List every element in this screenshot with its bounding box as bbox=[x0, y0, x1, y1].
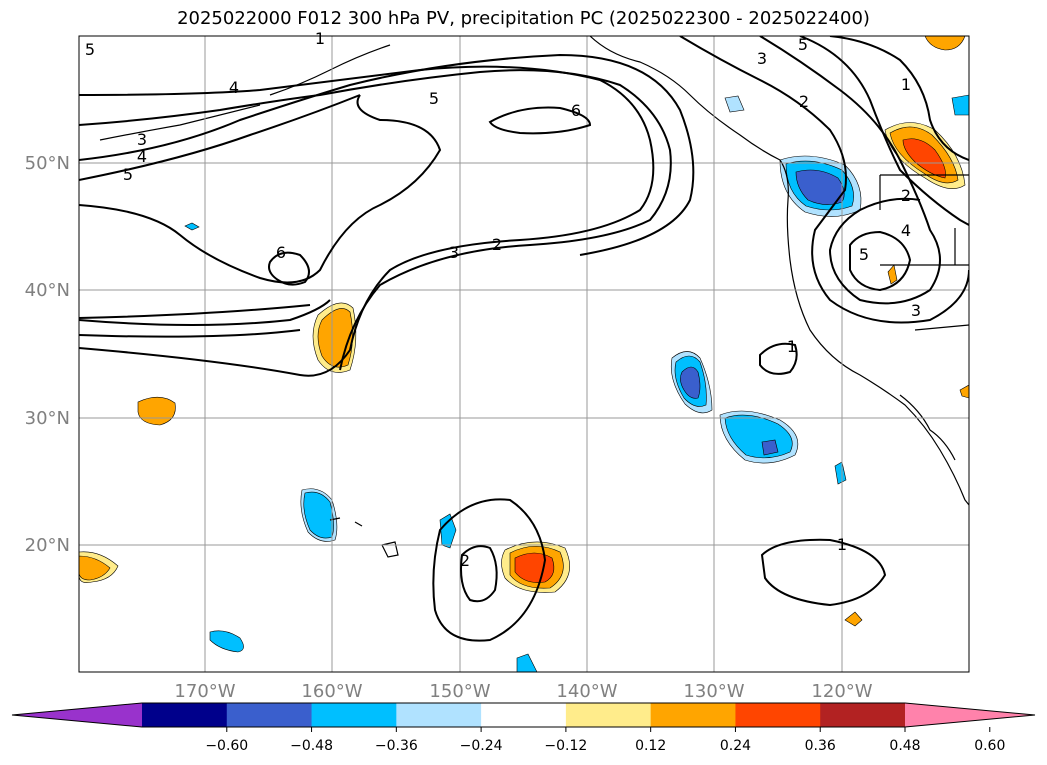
colorbar-tick-label: 0.48 bbox=[889, 738, 920, 754]
latitude-labels: 50°N 40°N 30°N 20°N bbox=[25, 153, 70, 556]
colorbar-segment bbox=[142, 703, 228, 727]
lat-label-40n: 40°N bbox=[25, 280, 70, 301]
map-frame bbox=[78, 35, 970, 673]
precip-patch-positive bbox=[79, 555, 111, 581]
contour-label: 4 bbox=[137, 147, 147, 166]
colorbar-tick-label: 0.12 bbox=[635, 738, 666, 754]
lon-label-160w: 160°W bbox=[301, 681, 362, 702]
graticule bbox=[79, 36, 969, 672]
contour-label: 1 bbox=[901, 75, 911, 94]
colorbar: −0.60 −0.48 −0.36 −0.24 −0.12 0.12 0.24 0.36 0.4… bbox=[11, 702, 1036, 754]
contour-label: 6 bbox=[276, 243, 286, 262]
contour-label-group: 5 4 3 1 5 6 5 4 3 6 3 2 5 3 2 1 2 4 5 3 … bbox=[85, 29, 921, 570]
precip-patch-negative bbox=[209, 630, 244, 653]
colorbar-tick-label: 0.24 bbox=[720, 738, 751, 754]
colorbar-tick-label: −0.60 bbox=[205, 738, 248, 754]
coastlines bbox=[99, 36, 969, 558]
contour-label: 5 bbox=[859, 245, 869, 264]
colorbar-tick-label: 0.60 bbox=[974, 738, 1005, 754]
colorbar-segment bbox=[226, 703, 313, 727]
contour-label: 4 bbox=[229, 78, 239, 97]
precip-patch-positive bbox=[844, 611, 863, 627]
contour-label: 3 bbox=[911, 301, 921, 320]
longitude-labels: 170°W 160°W 150°W 140°W 130°W 120°W bbox=[174, 681, 872, 702]
precip-patch-positive bbox=[924, 36, 966, 51]
colorbar-segment bbox=[396, 703, 482, 727]
colorbar-tick-label: −0.24 bbox=[460, 738, 503, 754]
contour-label: 2 bbox=[901, 186, 911, 205]
contour-label: 2 bbox=[799, 92, 809, 111]
contour-label: 5 bbox=[798, 35, 808, 54]
precip-patch-positive bbox=[887, 264, 898, 285]
contour-label: 1 bbox=[787, 337, 797, 356]
lat-label-50n: 50°N bbox=[25, 153, 70, 174]
precip-patch-negative bbox=[184, 222, 200, 231]
contour-label: 1 bbox=[837, 535, 847, 554]
contour-label: 2 bbox=[492, 235, 502, 254]
contour-label: 3 bbox=[449, 243, 459, 262]
colorbar-segment bbox=[311, 703, 397, 727]
colorbar-tick-label: −0.36 bbox=[375, 738, 418, 754]
contour-label: 5 bbox=[85, 40, 95, 59]
contour-label: 4 bbox=[901, 221, 911, 240]
precip-patch-negative bbox=[951, 94, 969, 116]
lon-label-140w: 140°W bbox=[556, 681, 617, 702]
precip-patch-negative bbox=[761, 439, 779, 456]
map-title: 2025022000 F012 300 hPa PV, precipitatio… bbox=[177, 8, 870, 29]
precip-patch-positive bbox=[959, 384, 969, 399]
colorbar-segment bbox=[481, 703, 567, 727]
lat-label-20n: 20°N bbox=[25, 535, 70, 556]
contour-label: 6 bbox=[571, 101, 581, 120]
colorbar-segment bbox=[735, 703, 821, 727]
colorbar-tick-label: −0.12 bbox=[544, 738, 587, 754]
colorbar-segment bbox=[820, 703, 906, 727]
colorbar-extend-high bbox=[905, 703, 1035, 727]
lon-label-150w: 150°W bbox=[429, 681, 490, 702]
lon-label-130w: 130°W bbox=[683, 681, 744, 702]
colorbar-extend-low bbox=[12, 703, 142, 727]
map-area bbox=[79, 36, 969, 672]
colorbar-tick-label: 0.36 bbox=[805, 738, 836, 754]
precip-patch-positive bbox=[902, 138, 946, 179]
contour-label: 5 bbox=[429, 89, 439, 108]
precip-patch-negative bbox=[516, 653, 538, 672]
precip-patch-negative bbox=[439, 513, 457, 549]
lat-label-30n: 30°N bbox=[25, 408, 70, 429]
colorbar-segment bbox=[565, 703, 652, 727]
contour-label: 2 bbox=[460, 551, 470, 570]
pv-contours bbox=[79, 36, 969, 642]
lon-label-120w: 120°W bbox=[811, 681, 872, 702]
contour-label: 3 bbox=[757, 49, 767, 68]
colorbar-tick-label: −0.48 bbox=[290, 738, 333, 754]
contour-label: 1 bbox=[315, 29, 325, 48]
contour-label: 5 bbox=[123, 165, 133, 184]
precip-patch-negative bbox=[834, 461, 847, 485]
lon-label-170w: 170°W bbox=[174, 681, 235, 702]
colorbar-outline bbox=[11, 702, 1036, 728]
colorbar-segment bbox=[650, 703, 736, 727]
precip-patch-negative bbox=[724, 95, 745, 113]
precip-patch-negative bbox=[680, 366, 701, 399]
contour-label: 3 bbox=[137, 130, 147, 149]
